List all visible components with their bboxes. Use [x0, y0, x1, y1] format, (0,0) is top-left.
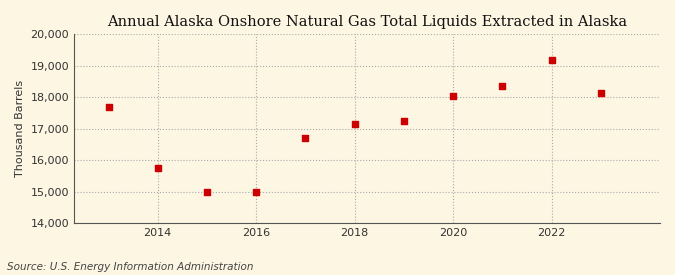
- Point: [497, 84, 508, 89]
- Text: Source: U.S. Energy Information Administration: Source: U.S. Energy Information Administ…: [7, 262, 253, 272]
- Point: [546, 57, 557, 62]
- Point: [398, 119, 409, 123]
- Point: [202, 189, 213, 194]
- Point: [251, 189, 262, 194]
- Point: [300, 136, 311, 140]
- Point: [448, 94, 458, 98]
- Point: [103, 104, 114, 109]
- Point: [595, 90, 606, 95]
- Point: [153, 166, 163, 170]
- Y-axis label: Thousand Barrels: Thousand Barrels: [15, 80, 25, 177]
- Point: [349, 122, 360, 126]
- Title: Annual Alaska Onshore Natural Gas Total Liquids Extracted in Alaska: Annual Alaska Onshore Natural Gas Total …: [107, 15, 627, 29]
